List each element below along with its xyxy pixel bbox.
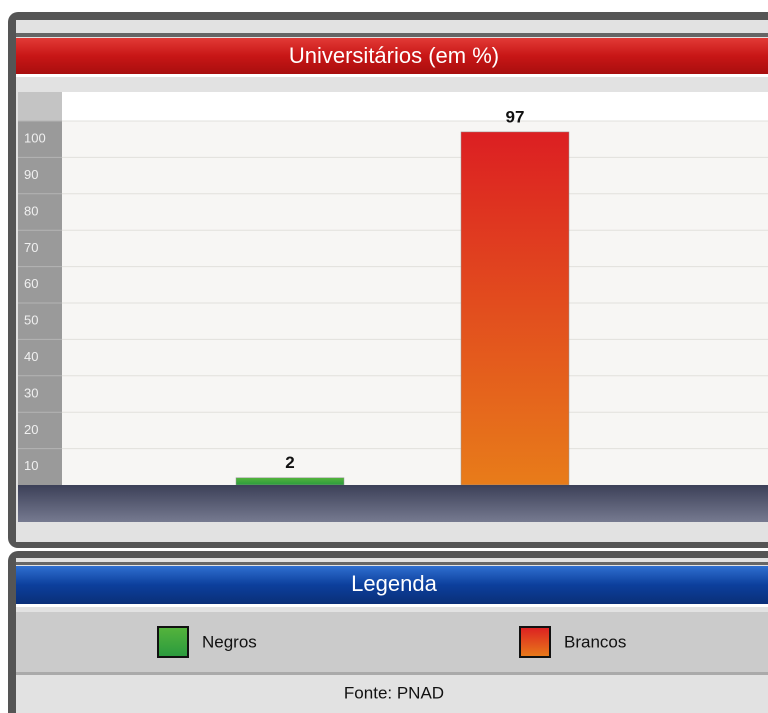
y-tick-label: 40 — [24, 349, 38, 364]
rule — [16, 33, 768, 37]
legend-row — [16, 612, 768, 672]
y-tick-label: 20 — [24, 422, 38, 437]
legend-swatch — [519, 626, 551, 658]
chart-title: Universitários (em %) — [289, 43, 499, 68]
value-label: 97 — [506, 107, 525, 126]
legend-label: Brancos — [564, 632, 626, 651]
y-tick-label: 60 — [24, 276, 38, 291]
legend-bar — [16, 566, 768, 604]
base-bar — [18, 485, 768, 522]
rule — [16, 604, 768, 607]
rule — [16, 74, 768, 77]
title-bar — [16, 38, 768, 74]
source: Fonte: PNAD — [344, 683, 444, 702]
rule — [16, 672, 768, 675]
plot-area — [18, 92, 768, 485]
y-tick-label: 90 — [24, 167, 38, 182]
y-tick-label: 100 — [24, 131, 46, 146]
y-tick-label: 50 — [24, 313, 38, 328]
y-tick-label: 10 — [24, 458, 38, 473]
y-tick-label: 80 — [24, 203, 38, 218]
bar — [460, 131, 570, 486]
value-label: 2 — [285, 453, 294, 472]
rule — [16, 562, 768, 565]
legend-swatch — [157, 626, 189, 658]
plot-top — [62, 92, 768, 121]
y-tick-label: 70 — [24, 240, 38, 255]
bar — [235, 477, 345, 486]
legend-title: Legenda — [351, 571, 437, 596]
plot: 10 20 30 40 50 60 70 80 90 100 2 97 — [18, 107, 768, 486]
legend-label: Negros — [202, 632, 257, 651]
y-axis-corner — [18, 92, 62, 121]
legend: Negros Brancos — [157, 626, 626, 658]
y-tick-label: 30 — [24, 385, 38, 400]
